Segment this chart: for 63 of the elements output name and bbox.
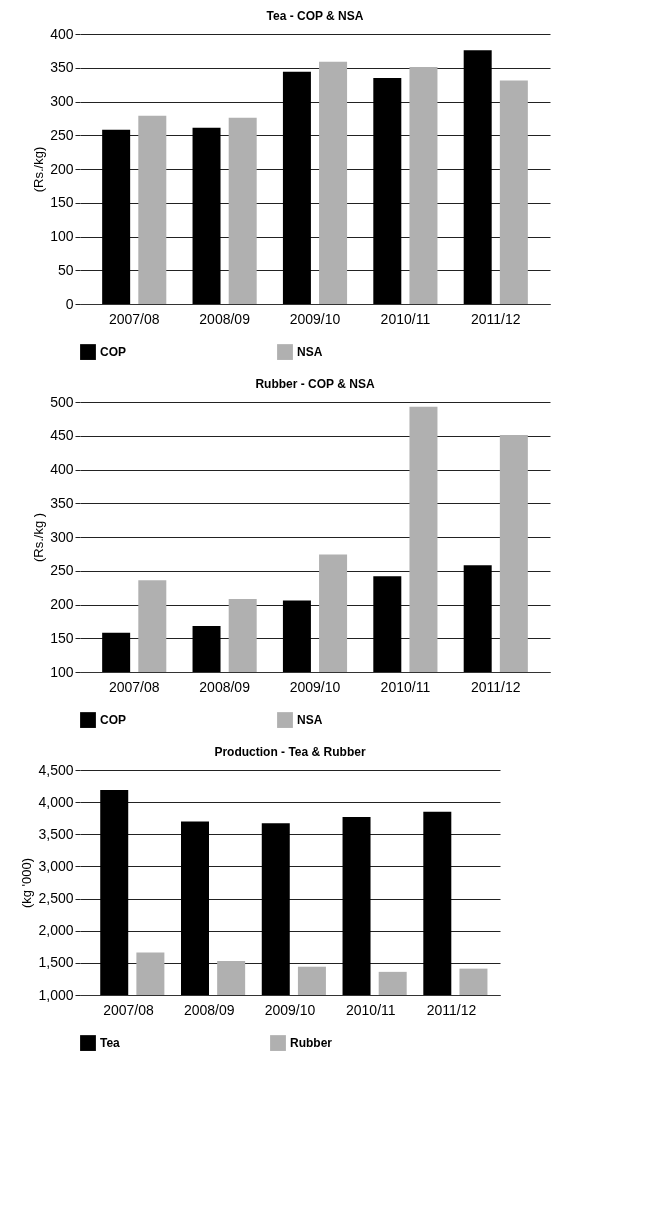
x-tick-label: 2010/11 [380,678,431,695]
x-tick-label: 2011/12 [470,678,521,695]
chart-title: Tea - COP & NSA [266,9,364,23]
y-tick-label: 100 [50,663,74,680]
y-tick-label: 450 [50,427,74,444]
legend-label: NSA [297,345,323,360]
legend-label: NSA [297,713,323,728]
bar [102,129,131,304]
y-tick-label: 300 [50,93,74,109]
bar [373,77,402,304]
y-tick-label: 250 [50,126,74,143]
y-tick-label: 0 [65,295,74,312]
legend-label: COP [100,713,127,728]
y-tick-label: 350 [50,59,74,76]
y-tick-label: 200 [50,596,74,612]
chart-title: Production - Tea & Rubber [214,745,366,759]
y-tick-label: 150 [50,194,74,211]
y-tick-label: 1,000 [38,986,74,1003]
y-tick-label: 250 [50,562,74,579]
bar [138,115,167,304]
y-tick-label: 100 [50,228,74,244]
x-tick-label: 2009/10 [289,310,341,327]
x-tick-label: 2010/11 [380,310,431,327]
x-tick-label: 2009/10 [289,678,341,695]
x-tick-label: 2010/11 [345,1001,396,1018]
legend-label: COP [100,345,127,360]
bar [228,117,257,304]
y-axis-title: (Rs./kg) [31,146,47,193]
bar [499,80,528,304]
x-tick-label: 2008/09 [199,310,251,327]
y-tick-label: 1,500 [38,954,74,971]
y-tick-label: 4,000 [38,793,74,810]
x-tick-label: 2007/08 [103,1001,154,1018]
y-axis-title: (kg '000) [19,857,35,909]
y-tick-label: 3,000 [38,857,74,874]
bar [463,50,492,304]
x-tick-label: 2009/10 [264,1001,316,1018]
legend-label: Rubber [290,1036,333,1051]
y-tick-label: 2,000 [38,922,74,939]
y-axis-title: (Rs./kg ) [31,512,47,563]
y-tick-label: 400 [50,25,74,42]
y-tick-label: 350 [50,494,74,511]
y-tick-label: 4,500 [38,761,74,778]
x-tick-label: 2007/08 [108,678,160,695]
bar [319,61,348,304]
y-tick-label: 500 [50,393,74,410]
x-tick-label: 2008/09 [183,1001,235,1018]
y-tick-label: 150 [50,629,74,646]
x-tick-label: 2007/08 [108,310,160,327]
y-tick-label: 3,500 [38,825,74,842]
bar [409,67,438,304]
y-tick-label: 50 [57,261,74,278]
bar [282,71,311,304]
chart-title: Rubber - COP & NSA [255,377,375,391]
y-tick-label: 2,500 [38,890,74,907]
x-tick-label: 2008/09 [199,678,251,695]
legend-label: Tea [100,1036,121,1051]
x-tick-label: 2011/12 [470,310,521,327]
y-tick-label: 200 [50,160,74,177]
bar [192,127,221,304]
y-tick-label: 400 [50,461,74,477]
x-tick-label: 2011/12 [426,1001,477,1018]
y-tick-label: 300 [50,528,74,545]
